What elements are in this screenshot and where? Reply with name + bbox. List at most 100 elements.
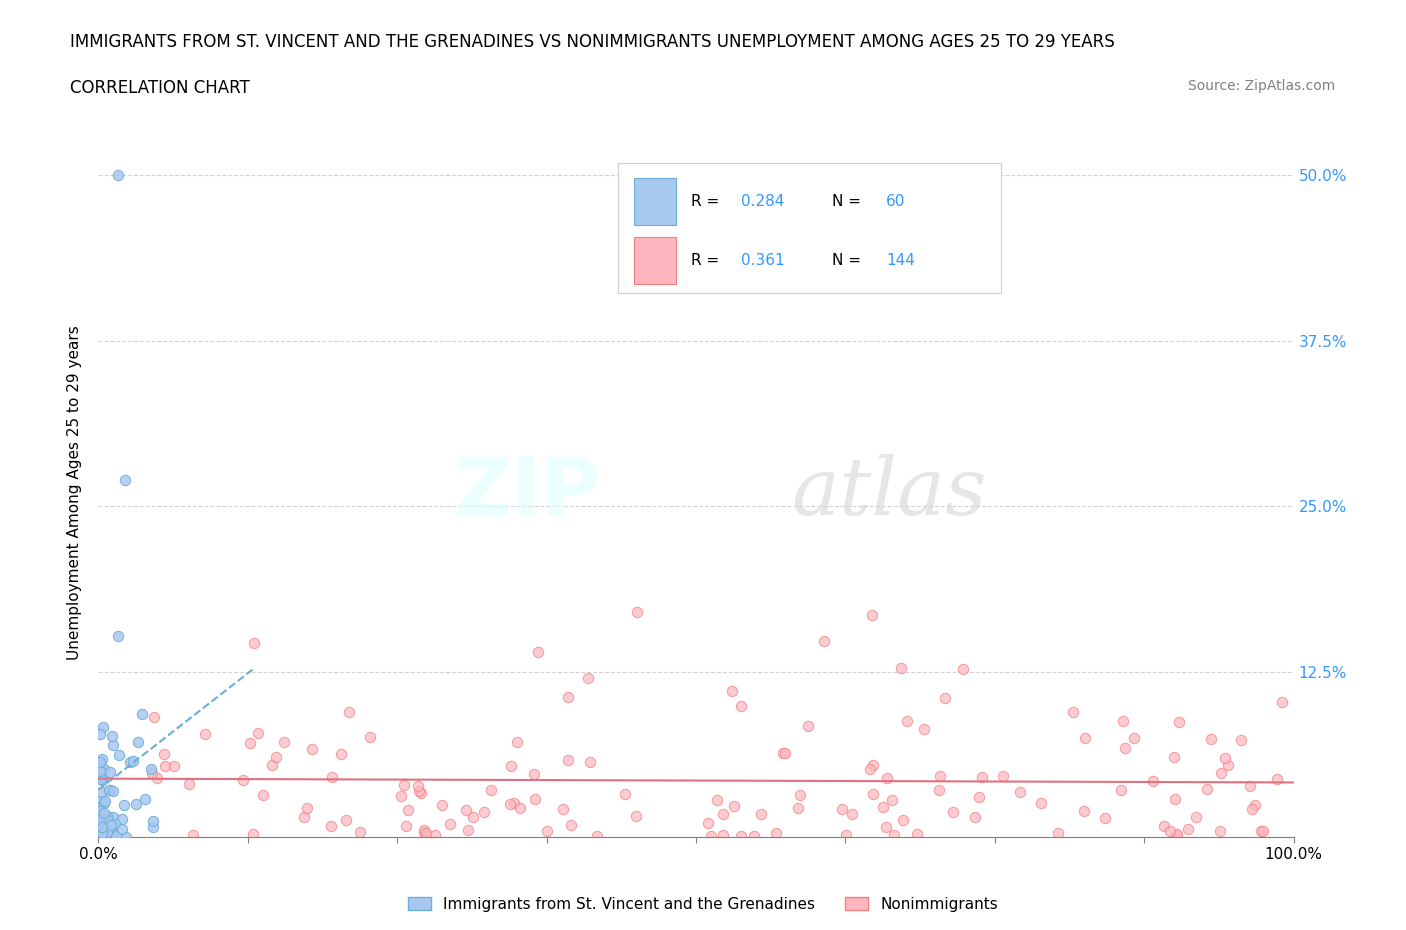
- Point: [1109, 782, 1132, 797]
- Point: [1201, 732, 1223, 747]
- Point: [101, 826, 124, 841]
- Point: [319, 819, 342, 834]
- Point: [439, 817, 461, 831]
- Point: [880, 793, 903, 808]
- Point: [93, 795, 115, 810]
- Point: [862, 786, 884, 801]
- Point: [1047, 825, 1070, 840]
- Point: [1239, 778, 1261, 793]
- Point: [89, 822, 111, 837]
- Point: [797, 719, 820, 734]
- Point: [742, 829, 765, 844]
- Point: [872, 799, 894, 814]
- Point: [706, 792, 728, 807]
- Point: [626, 604, 648, 619]
- Point: [711, 806, 734, 821]
- Point: [481, 783, 503, 798]
- Point: [246, 725, 269, 740]
- Point: [105, 829, 128, 844]
- Point: [700, 828, 723, 843]
- Point: [723, 798, 745, 813]
- Point: [101, 728, 124, 743]
- Point: [252, 788, 274, 803]
- Point: [108, 748, 131, 763]
- Point: [579, 755, 602, 770]
- Point: [98, 826, 121, 841]
- Point: [242, 827, 264, 842]
- Point: [860, 608, 883, 623]
- Point: [89, 800, 111, 815]
- Point: [1209, 765, 1232, 780]
- Point: [970, 769, 993, 784]
- Point: [1177, 821, 1199, 836]
- Point: [98, 764, 121, 779]
- Point: [396, 803, 419, 817]
- Point: [239, 735, 262, 750]
- Point: [1114, 740, 1136, 755]
- Point: [295, 800, 318, 815]
- Point: [454, 803, 477, 817]
- Point: [155, 759, 177, 774]
- Point: [101, 737, 124, 752]
- Point: [392, 777, 415, 792]
- Point: [506, 735, 529, 750]
- Point: [942, 805, 965, 820]
- Legend: Immigrants from St. Vincent and the Grenadines, Nonimmigrants: Immigrants from St. Vincent and the Gren…: [402, 890, 1004, 918]
- Text: Source: ZipAtlas.com: Source: ZipAtlas.com: [1188, 79, 1336, 93]
- Point: [1197, 781, 1219, 796]
- Point: [1166, 827, 1188, 842]
- Point: [89, 726, 111, 741]
- Point: [90, 793, 112, 808]
- Point: [626, 809, 648, 824]
- Point: [349, 825, 371, 840]
- Point: [266, 750, 288, 764]
- Point: [1153, 818, 1175, 833]
- Point: [143, 710, 166, 724]
- Point: [93, 793, 115, 808]
- Point: [107, 167, 129, 182]
- Point: [146, 771, 169, 786]
- Point: [90, 772, 112, 787]
- Point: [409, 786, 432, 801]
- Point: [125, 797, 148, 812]
- Point: [991, 768, 1014, 783]
- Point: [122, 753, 145, 768]
- Point: [321, 769, 343, 784]
- Point: [765, 825, 787, 840]
- Point: [711, 828, 734, 843]
- Text: atlas: atlas: [792, 454, 987, 532]
- Point: [896, 714, 918, 729]
- Point: [841, 806, 863, 821]
- Point: [1271, 695, 1294, 710]
- Point: [110, 821, 132, 836]
- Point: [395, 818, 418, 833]
- Point: [115, 830, 138, 844]
- Point: [1029, 796, 1052, 811]
- Point: [273, 734, 295, 749]
- Point: [1244, 798, 1267, 813]
- Point: [1073, 804, 1095, 818]
- Point: [329, 747, 352, 762]
- Point: [134, 791, 156, 806]
- Point: [408, 778, 430, 793]
- Point: [89, 754, 111, 769]
- Point: [1164, 827, 1187, 842]
- Point: [90, 769, 112, 784]
- Point: [557, 689, 579, 704]
- Point: [586, 829, 609, 844]
- Point: [389, 788, 412, 803]
- Point: [553, 802, 575, 817]
- Point: [177, 777, 200, 791]
- Point: [90, 784, 112, 799]
- Point: [965, 810, 987, 825]
- Point: [472, 804, 495, 819]
- Text: CORRELATION CHART: CORRELATION CHART: [70, 79, 250, 97]
- Point: [90, 815, 112, 830]
- Point: [142, 814, 165, 829]
- Point: [408, 783, 430, 798]
- Point: [301, 742, 323, 757]
- Point: [859, 761, 882, 776]
- Point: [934, 691, 956, 706]
- Point: [131, 707, 153, 722]
- Point: [1122, 731, 1144, 746]
